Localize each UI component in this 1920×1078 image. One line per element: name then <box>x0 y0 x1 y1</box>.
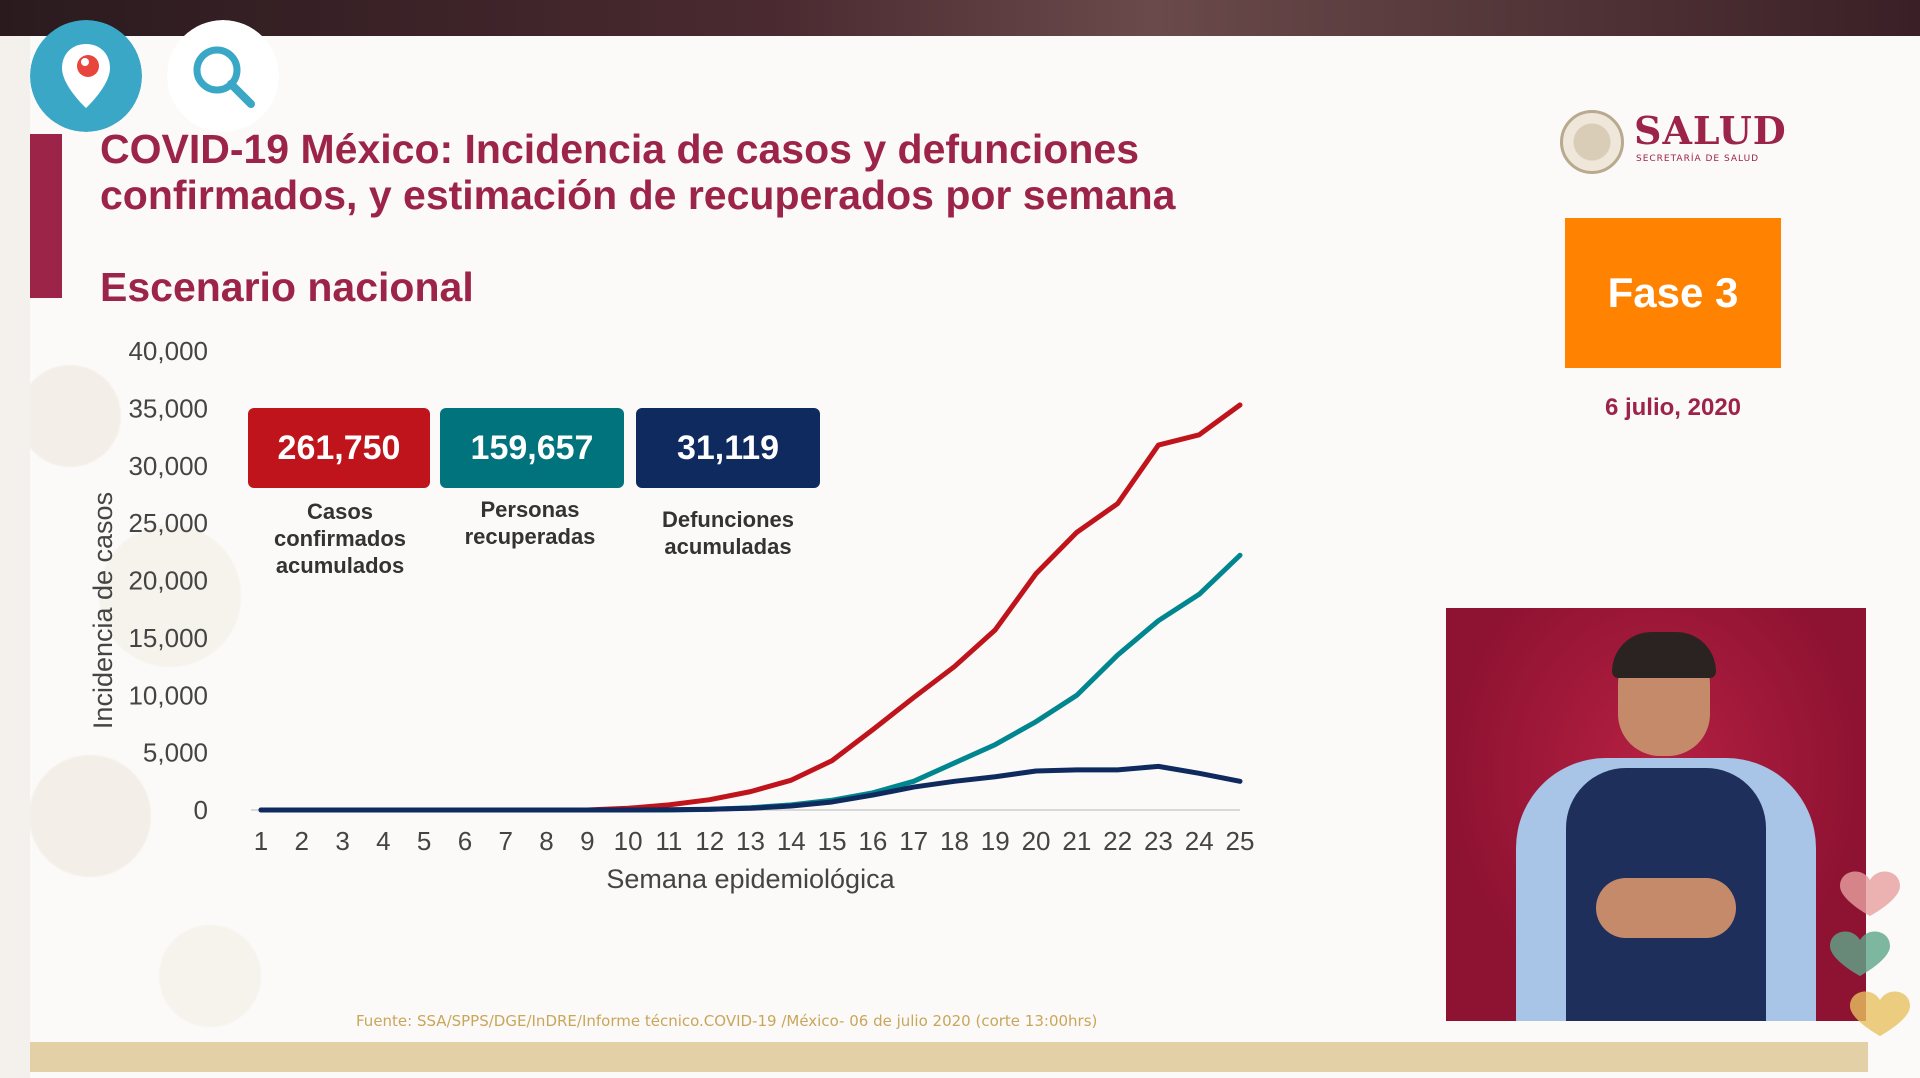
seal-icon <box>1560 110 1624 174</box>
phase-badge: Fase 3 <box>1565 218 1781 368</box>
x-tick-label: 16 <box>858 826 887 856</box>
x-tick-label: 23 <box>1144 826 1173 856</box>
sign-language-interpreter-video <box>1446 608 1866 1021</box>
x-tick-label: 24 <box>1185 826 1214 856</box>
x-tick-label: 13 <box>736 826 765 856</box>
search-icon[interactable] <box>167 20 279 132</box>
x-tick-label: 8 <box>539 826 553 856</box>
kpi-recovered-label-1: Personas <box>480 497 580 522</box>
y-tick-label: 0 <box>194 795 208 825</box>
interpreter-hair <box>1612 632 1716 678</box>
x-tick-label: 20 <box>1022 826 1051 856</box>
x-tick-label: 12 <box>695 826 724 856</box>
periscope-location-icon[interactable] <box>30 20 142 132</box>
y-tick-label: 40,000 <box>128 336 208 366</box>
line-chart: 0 5,000 10,000 15,000 20,000 25,000 30,000 35,0… <box>88 336 1255 894</box>
y-tick-label: 35,000 <box>128 393 208 423</box>
bottom-band <box>30 1042 1868 1072</box>
kpi-deaths-label: Defunciones acumuladas <box>628 506 828 560</box>
kpi-recovered-value: 159,657 <box>440 408 624 488</box>
logo-subtext: SECRETARÍA DE SALUD <box>1636 154 1760 164</box>
x-tick-label: 1 <box>254 826 268 856</box>
title-line-2: confirmados, y estimación de recuperados… <box>100 172 1176 218</box>
page-title: COVID-19 México: Incidencia de casos y d… <box>100 126 1400 218</box>
kpi-cases-label-2: confirmados <box>273 526 407 551</box>
x-tick-label: 19 <box>981 826 1010 856</box>
x-tick-label: 21 <box>1062 826 1091 856</box>
title-line-1: COVID-19 México: Incidencia de casos y d… <box>100 126 1139 172</box>
x-tick-label: 5 <box>417 826 431 856</box>
x-tick-label: 11 <box>655 826 682 856</box>
kpi-cases-value: 261,750 <box>248 408 430 488</box>
x-tick-label: 17 <box>899 826 928 856</box>
salud-logo: SALUD SECRETARÍA DE SALUD <box>1560 104 1790 184</box>
slide: COVID-19 México: Incidencia de casos y d… <box>30 36 1920 1078</box>
accent-bar <box>30 134 62 298</box>
x-tick-label: 9 <box>580 826 594 856</box>
source-note: Fuente: SSA/SPPS/DGE/InDRE/Informe técni… <box>356 1012 1098 1030</box>
x-tick-label: 7 <box>499 826 513 856</box>
report-date: 6 julio, 2020 <box>1604 394 1742 421</box>
chart-subtitle: Escenario nacional <box>100 264 474 310</box>
x-axis-label: Semana epidemiológica <box>606 864 895 894</box>
x-tick-label: 14 <box>777 826 806 856</box>
x-tick-label: 10 <box>614 826 643 856</box>
y-tick-label: 5,000 <box>143 738 208 768</box>
x-tick-label: 22 <box>1103 826 1132 856</box>
series-line-deaths <box>258 763 1243 813</box>
y-tick-label: 10,000 <box>128 680 208 710</box>
kpi-deaths-label-2: acumuladas <box>664 534 792 559</box>
x-tick-label: 18 <box>940 826 969 856</box>
x-tick-label: 3 <box>335 826 349 856</box>
y-tick-label: 20,000 <box>128 566 208 596</box>
y-tick-label: 30,000 <box>128 451 208 481</box>
kpi-deaths-value: 31,119 <box>636 408 820 488</box>
kpi-cases-label-3: acumulados <box>275 553 405 578</box>
x-tick-label: 25 <box>1226 826 1255 856</box>
kpi-cases-label-1: Casos <box>306 499 374 524</box>
kpi-cases-label: Casos confirmados acumulados <box>240 498 440 579</box>
kpi-recovered-label-2: recuperadas <box>464 524 596 549</box>
kpi-recovered-label: Personas recuperadas <box>430 496 630 550</box>
x-tick-label: 4 <box>376 826 390 856</box>
hearts-icon <box>1830 871 1910 1036</box>
interpreter-hands <box>1596 878 1736 938</box>
x-tick-label: 6 <box>458 826 472 856</box>
kpi-deaths-label-1: Defunciones <box>661 507 795 532</box>
x-tick-label: 2 <box>295 826 309 856</box>
x-tick-label: 15 <box>818 826 847 856</box>
logo-text: SALUD <box>1634 108 1787 153</box>
y-tick-label: 25,000 <box>128 508 208 538</box>
y-axis-label: Incidencia de casos <box>88 492 118 729</box>
top-bar <box>0 0 1920 36</box>
y-tick-label: 15,000 <box>128 623 208 653</box>
